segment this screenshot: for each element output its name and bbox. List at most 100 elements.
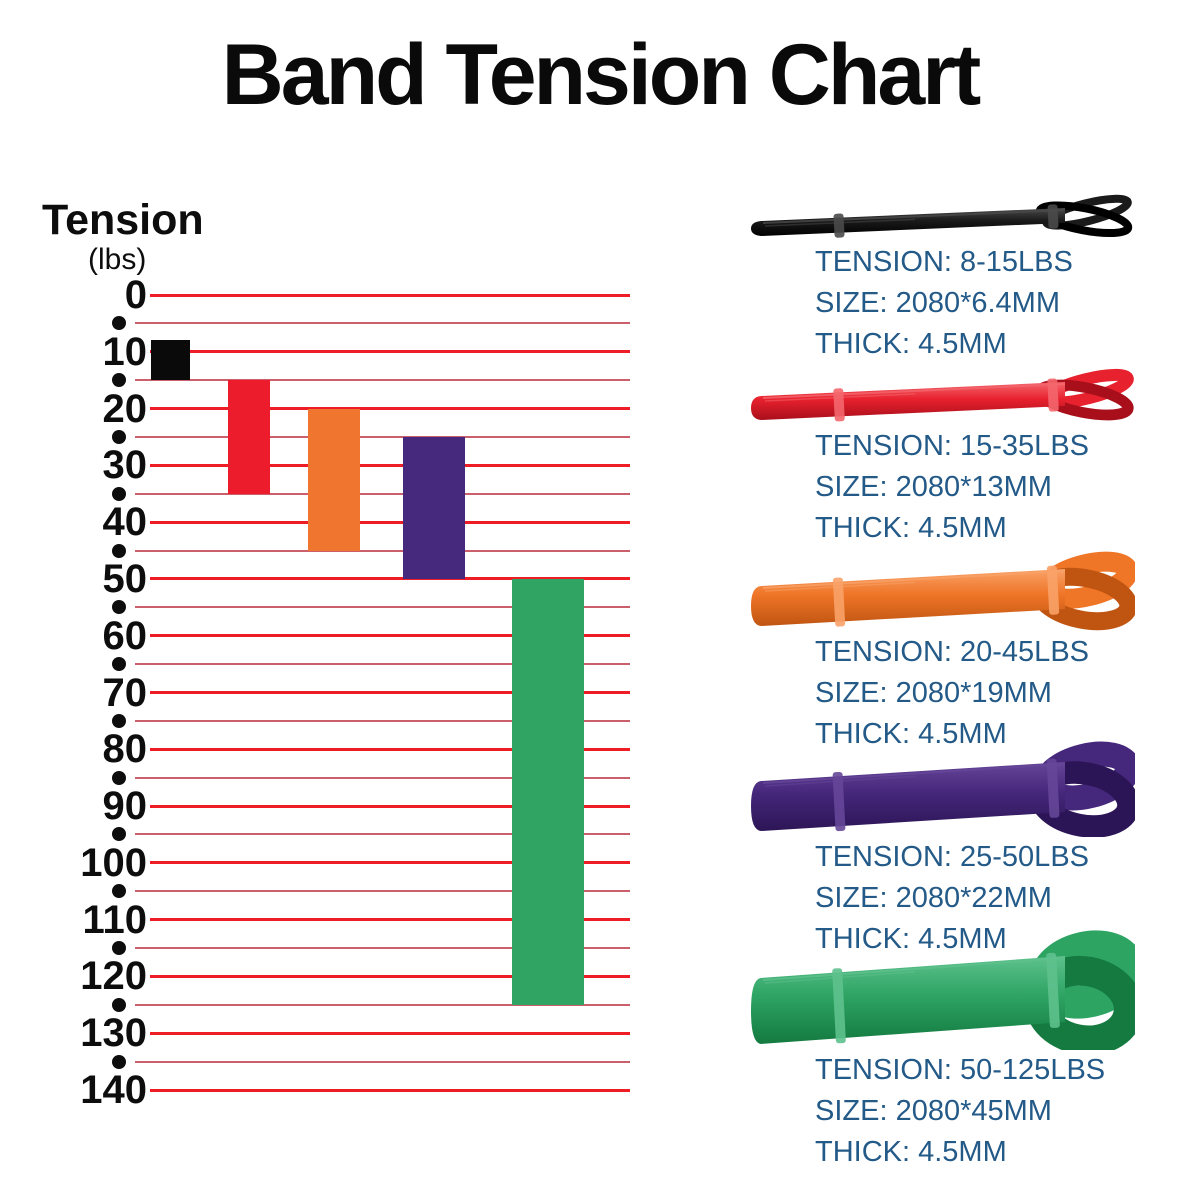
tick-label-50: 50	[102, 556, 148, 601]
tick-label-30: 30	[102, 443, 148, 488]
tick-label-20: 20	[102, 386, 148, 431]
gridline-105	[135, 890, 630, 893]
tick-label-140: 140	[80, 1068, 147, 1112]
tick-dot-65	[112, 657, 126, 672]
gridline-110	[150, 918, 630, 922]
bar-orange-band	[308, 408, 360, 551]
band-tie-green-1	[1046, 952, 1060, 1028]
tick-dot-45	[112, 543, 126, 558]
band-tie-orange-1	[1046, 565, 1060, 615]
gridline-125	[135, 1003, 630, 1006]
bar-purple-band	[403, 436, 465, 579]
band-tie-orange-0	[832, 577, 846, 627]
gridline-95	[135, 833, 630, 836]
band-photo-orange	[751, 551, 1135, 631]
gridline-70	[150, 691, 630, 694]
gridline-40	[150, 520, 630, 524]
band-size-spec-purple: SIZE: 2080*22MM	[815, 882, 1052, 914]
band-tension-spec-red: TENSION: 15-35LBS	[815, 430, 1089, 462]
tick-dot-85	[112, 770, 126, 785]
gridline-10	[150, 350, 630, 354]
band-tie-green-0	[832, 968, 846, 1044]
tick-dot-15	[112, 373, 126, 388]
band-tension-spec-orange: TENSION: 20-45LBS	[815, 636, 1089, 668]
gridline-20	[150, 407, 630, 411]
tick-label-110: 110	[82, 897, 147, 942]
band-size-spec-black: SIZE: 2080*6.4MM	[815, 287, 1060, 319]
band-thick-spec-green: THICK: 4.5MM	[815, 1136, 1007, 1168]
band-tie-purple-0	[832, 771, 846, 832]
band-thick-spec-black: THICK: 4.5MM	[815, 328, 1007, 360]
band-thick-spec-purple: THICK: 4.5MM	[815, 923, 1007, 955]
band-card-purple: TENSION: 25-50LBS SIZE: 2080*22MM THICK: 4…	[735, 737, 1155, 960]
band-tie-red-1	[1047, 378, 1059, 412]
band-tie-red-0	[833, 388, 845, 422]
band-tension-spec-green: TENSION: 50-125LBS	[815, 1054, 1106, 1086]
gridline-50	[150, 577, 630, 581]
bar-black-band	[151, 340, 190, 381]
tick-dot-105	[112, 884, 126, 899]
gridline-135	[135, 1060, 630, 1063]
band-card-orange: TENSION: 20-45LBS SIZE: 2080*19MM THICK: 4…	[735, 548, 1155, 755]
tick-dot-5	[112, 316, 126, 331]
tick-label-90: 90	[102, 784, 148, 829]
gridline-5	[135, 322, 630, 325]
gridline-35	[135, 492, 630, 495]
band-card-red: TENSION: 15-35LBS SIZE: 2080*13MM THICK: 4…	[735, 362, 1155, 549]
band-photo-green	[751, 930, 1135, 1050]
band-tension-spec-purple: TENSION: 25-50LBS	[815, 841, 1089, 873]
tick-label-70: 70	[102, 670, 148, 715]
band-photo-black	[751, 194, 1133, 238]
tick-label-60: 60	[102, 613, 148, 658]
tick-dot-125	[112, 997, 126, 1012]
band-photo-red	[751, 368, 1134, 422]
tick-dot-95	[112, 827, 126, 842]
band-tie-black-1	[1047, 204, 1059, 229]
gridline-120	[150, 974, 630, 978]
gridline-130	[150, 1031, 630, 1035]
gridline-45	[135, 549, 630, 552]
bar-red-band	[228, 380, 270, 494]
band-tie-black-0	[833, 213, 845, 238]
gridline-115	[135, 947, 630, 950]
band-size-spec-orange: SIZE: 2080*19MM	[815, 677, 1052, 709]
gridline-85	[135, 776, 630, 779]
bar-green-band	[512, 578, 584, 1005]
tick-label-130: 130	[80, 1011, 147, 1056]
gridline-90	[150, 804, 630, 808]
gridline-75	[135, 719, 630, 722]
band-thick-spec-red: THICK: 4.5MM	[815, 512, 1007, 544]
gridline-25	[135, 435, 630, 438]
gridline-80	[150, 747, 630, 751]
tick-dot-35	[112, 486, 126, 501]
band-thick-spec-orange: THICK: 4.5MM	[815, 718, 1007, 750]
y-axis-title: Tension	[42, 196, 204, 244]
band-card-green: TENSION: 50-125LBS SIZE: 2080*45MM THICK: …	[735, 928, 1155, 1173]
band-tension-spec-black: TENSION: 8-15LBS	[815, 246, 1073, 278]
band-size-spec-red: SIZE: 2080*13MM	[815, 471, 1052, 503]
gridline-55	[135, 606, 630, 609]
tick-label-120: 120	[80, 954, 147, 999]
tick-dot-25	[112, 429, 126, 444]
band-tie-purple-1	[1046, 758, 1060, 818]
gridline-100	[150, 861, 630, 865]
tick-dot-135	[112, 1054, 126, 1069]
tick-dot-115	[112, 941, 126, 956]
tick-label-40: 40	[102, 500, 148, 545]
tick-label-100: 100	[80, 840, 147, 885]
tick-label-80: 80	[102, 727, 148, 772]
tick-dot-55	[112, 600, 126, 615]
band-size-spec-green: SIZE: 2080*45MM	[815, 1095, 1052, 1127]
gridline-65	[135, 663, 630, 666]
gridline-140	[150, 1088, 630, 1092]
y-axis-unit: (lbs)	[88, 243, 147, 276]
gridline-30	[150, 463, 630, 467]
gridline-15	[135, 379, 630, 382]
page-title: Band Tension Chart	[221, 27, 982, 123]
tick-label-0: 0	[124, 273, 147, 317]
gridline-60	[150, 634, 630, 638]
gridline-0	[150, 293, 630, 297]
